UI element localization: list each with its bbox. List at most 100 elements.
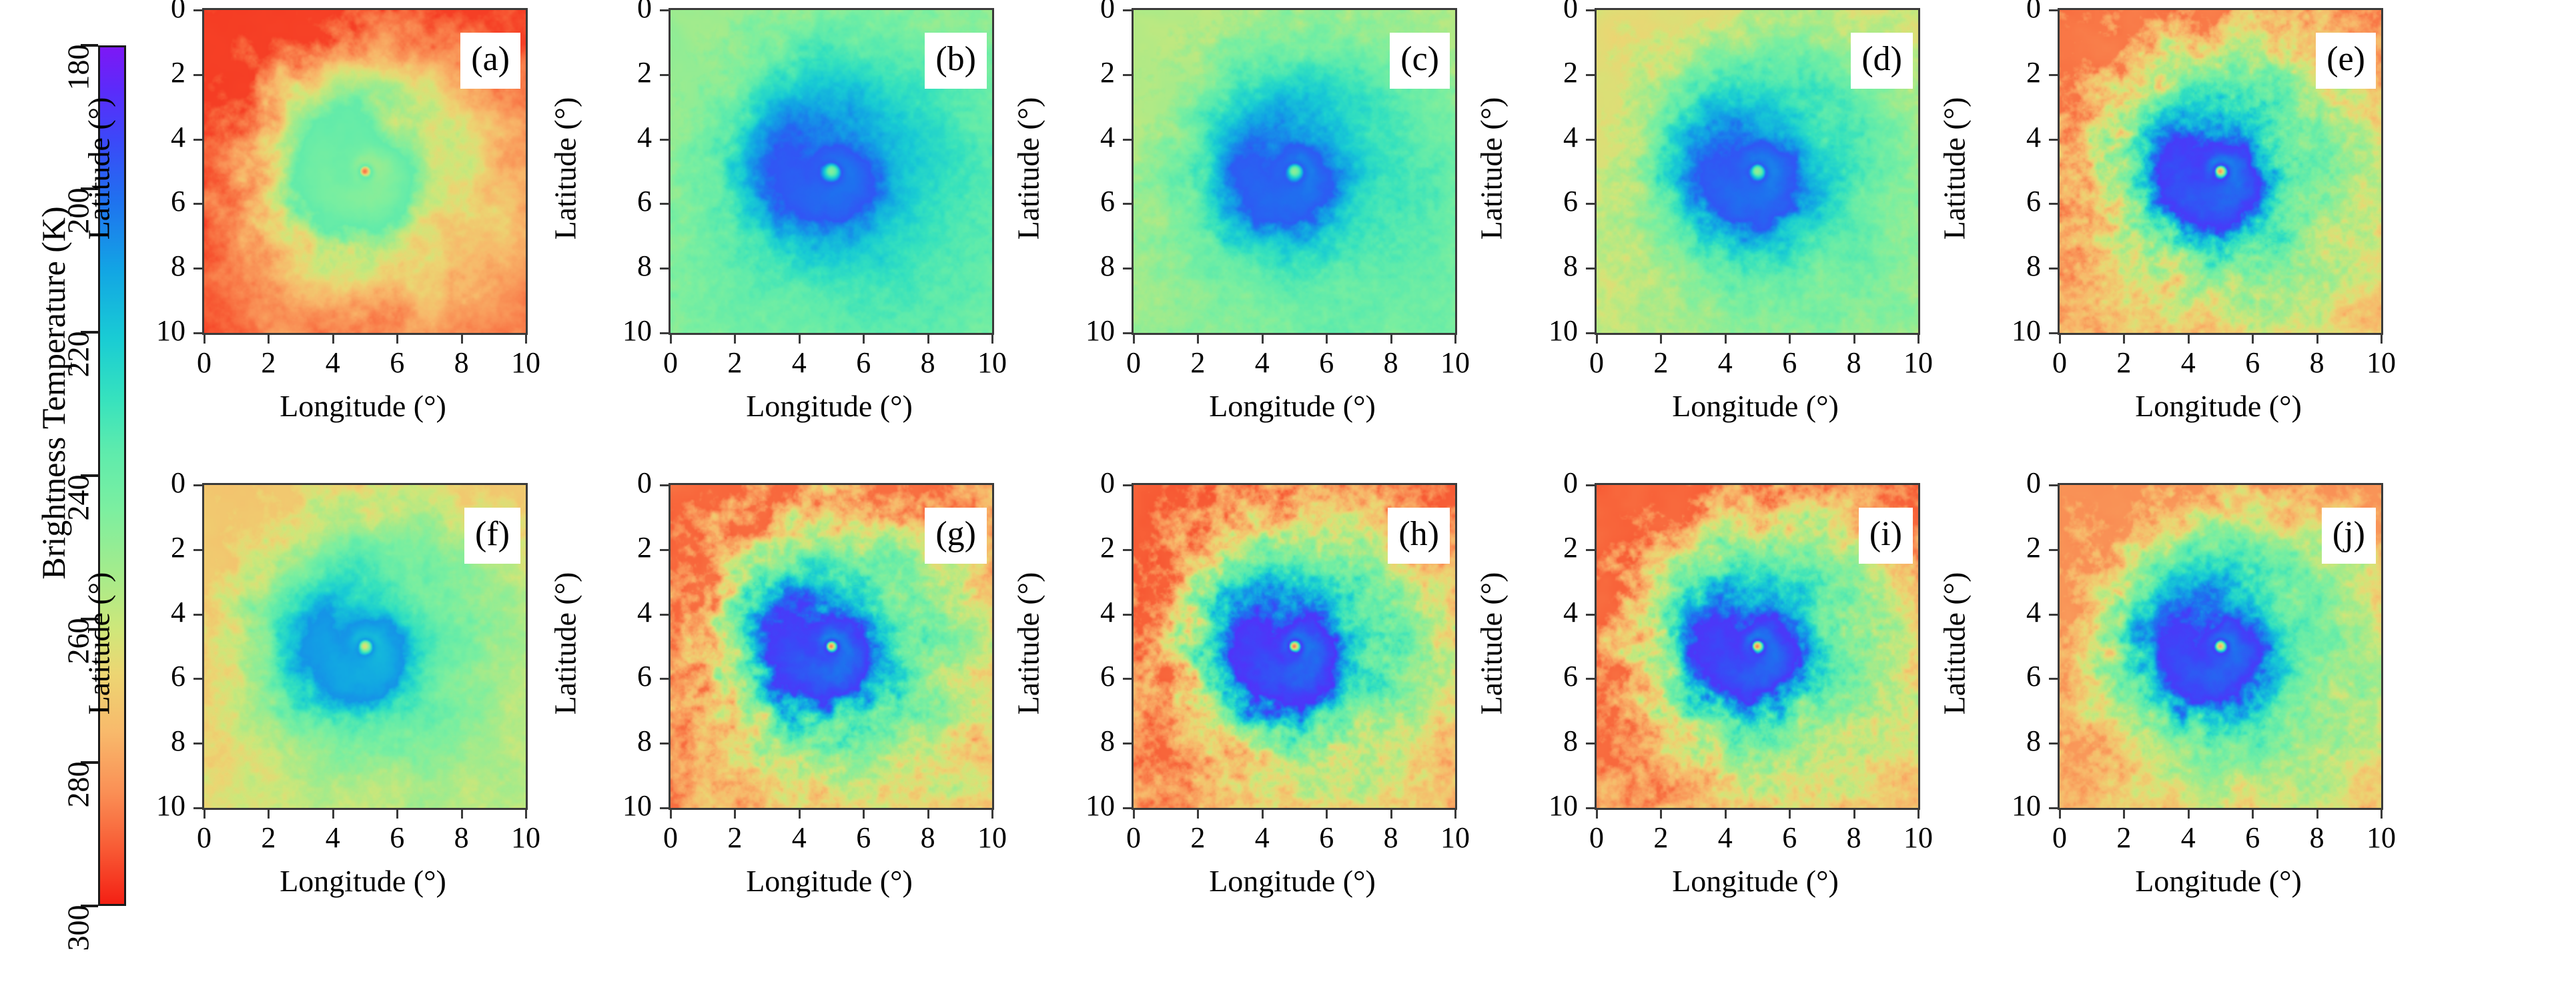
x-axis-tick-label: 0	[197, 821, 211, 854]
y-axis-tick	[193, 138, 202, 141]
panel-label: (e)	[2316, 33, 2376, 89]
x-axis-tick	[1326, 335, 1328, 344]
x-axis-tick	[927, 335, 929, 344]
panel-label: (c)	[1390, 33, 1450, 89]
x-axis-tick-label: 6	[390, 821, 405, 854]
y-axis-tick-label: 6	[171, 660, 185, 693]
x-axis-tick-label: 4	[791, 821, 807, 854]
x-axis-tick	[332, 335, 334, 344]
y-axis-tick	[1123, 742, 1132, 745]
y-axis-tick-label: 6	[1100, 185, 1115, 218]
y-axis-tick	[660, 73, 669, 76]
y-axis-tick-label: 10	[156, 789, 185, 822]
panel-label: (i)	[1858, 508, 1913, 564]
x-axis-tick	[1390, 810, 1392, 819]
x-axis-tick	[2123, 810, 2126, 819]
x-axis-title: Longitude (°)	[1672, 389, 1839, 423]
y-axis-tick-label: 6	[1100, 660, 1115, 693]
y-axis-tick-label: 8	[1100, 724, 1115, 758]
y-axis-tick-label: 8	[637, 724, 652, 758]
y-axis-tick	[660, 742, 669, 745]
x-axis-tick	[2187, 335, 2190, 344]
y-axis-tick	[2049, 807, 2058, 809]
x-axis-tick	[1853, 335, 1855, 344]
x-axis-tick	[1596, 335, 1598, 344]
y-axis-tick	[660, 807, 669, 809]
y-axis-tick	[660, 268, 669, 270]
y-axis-tick	[1123, 138, 1132, 141]
y-axis-tick-label: 2	[637, 55, 652, 89]
x-axis-tick	[2381, 810, 2383, 819]
y-axis-tick	[193, 203, 202, 205]
y-axis-tick-label: 8	[1563, 250, 1578, 283]
x-axis-tick-label: 4	[1717, 346, 1733, 379]
x-axis-tick-label: 0	[663, 821, 678, 854]
y-axis-tick	[660, 332, 669, 334]
y-axis-tick-label: 4	[1100, 120, 1115, 153]
y-axis-tick	[1586, 268, 1595, 270]
x-axis-tick	[1917, 335, 1919, 344]
x-axis-tick	[525, 335, 527, 344]
x-axis-tick	[2187, 810, 2190, 819]
y-axis-tick-label: 0	[1100, 0, 1115, 24]
panel-label: (b)	[925, 33, 987, 89]
y-axis-tick-label: 4	[1563, 120, 1578, 153]
y-axis-tick	[1586, 9, 1595, 11]
y-axis-tick	[1586, 613, 1595, 616]
y-axis-tick	[1586, 678, 1595, 680]
y-axis-tick	[660, 203, 669, 205]
panel-label: (f)	[464, 508, 520, 564]
colorbar-tick	[81, 618, 98, 620]
y-axis-tick-label: 10	[2012, 789, 2041, 822]
x-axis-title: Longitude (°)	[1672, 864, 1839, 898]
y-axis-title: Latitude (°)	[1937, 97, 1972, 240]
x-axis-tick	[2252, 810, 2254, 819]
y-axis-tick-label: 2	[2026, 55, 2041, 89]
y-axis-tick-label: 6	[171, 185, 185, 218]
x-axis-tick	[863, 810, 865, 819]
x-axis-tick	[1454, 810, 1456, 819]
x-axis-tick-label: 4	[325, 821, 340, 854]
y-axis-tick	[2049, 484, 2058, 486]
x-axis-tick-label: 0	[1589, 821, 1604, 854]
x-axis-tick	[1261, 335, 1264, 344]
y-axis-tick	[2049, 548, 2058, 551]
x-axis-tick	[2252, 335, 2254, 344]
y-axis-tick-label: 0	[2026, 0, 2041, 24]
x-axis-tick-label: 2	[2116, 821, 2132, 854]
x-axis-title: Longitude (°)	[2135, 864, 2302, 898]
heatmap-plot-area: (d)	[1595, 8, 1920, 335]
x-axis-tick	[203, 335, 205, 344]
x-axis-tick-label: 6	[1319, 821, 1334, 854]
panel-label: (g)	[925, 508, 987, 564]
y-axis-tick-label: 10	[1549, 314, 1578, 347]
y-axis-tick-label: 4	[1100, 595, 1115, 628]
x-axis-tick	[1596, 810, 1598, 819]
x-axis-tick	[460, 335, 463, 344]
heatmap-plot-area: (f)	[202, 483, 528, 810]
y-axis-tick-label: 2	[1563, 55, 1578, 89]
x-axis-title: Longitude (°)	[280, 389, 446, 423]
y-axis-tick-label: 6	[2026, 660, 2041, 693]
y-axis-tick	[1123, 548, 1132, 551]
y-axis-tick-label: 0	[637, 466, 652, 499]
x-axis-tick-label: 8	[920, 346, 935, 379]
x-axis-tick-label: 8	[2309, 821, 2324, 854]
y-axis-tick	[1586, 203, 1595, 205]
x-axis-tick-label: 10	[2367, 821, 2396, 854]
y-axis-tick-label: 4	[171, 595, 185, 628]
y-axis-tick	[193, 268, 202, 270]
y-axis-tick-label: 4	[1563, 595, 1578, 628]
y-axis-tick	[1586, 807, 1595, 809]
x-axis-tick-label: 8	[1846, 346, 1861, 379]
y-axis-tick	[1123, 73, 1132, 76]
y-axis-tick-label: 4	[171, 120, 185, 153]
y-axis-tick-label: 6	[1563, 660, 1578, 693]
x-axis-tick-label: 4	[2180, 821, 2196, 854]
x-axis-tick	[670, 810, 672, 819]
x-axis-tick-label: 0	[197, 346, 211, 379]
y-axis-tick	[193, 73, 202, 76]
x-axis-tick	[203, 810, 205, 819]
x-axis-tick	[1197, 335, 1200, 344]
x-axis-tick	[1724, 810, 1727, 819]
